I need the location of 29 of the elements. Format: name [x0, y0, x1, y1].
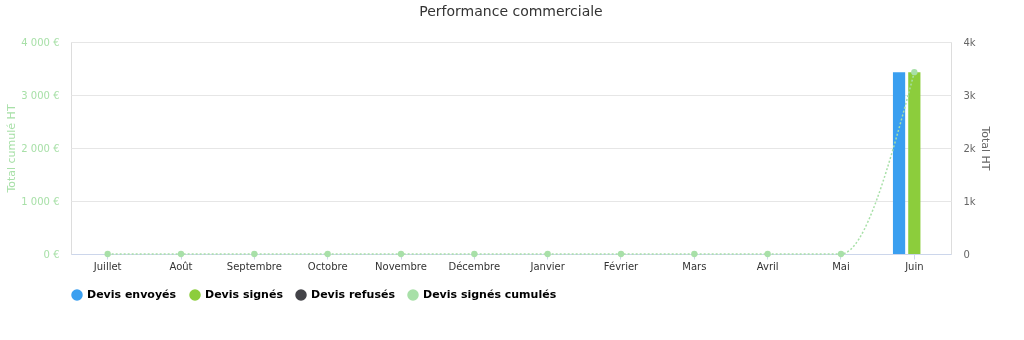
x-tick-label: Juin [904, 260, 924, 272]
x-tick-label: Novembre [375, 260, 427, 272]
x-tick-label: Janvier [529, 260, 566, 272]
y2-tick-label: 2k [963, 142, 976, 154]
y-tick-label: 0 € [43, 248, 60, 260]
legend-label: Devis refusés [311, 288, 396, 301]
x-tick-label: Juillet [92, 260, 122, 272]
y2-tick-label: 4k [963, 36, 976, 48]
x-tick-label: Septembre [226, 260, 282, 272]
x-tick-label: Mai [832, 260, 850, 272]
x-tick-label: Février [603, 260, 640, 272]
y-axis-title: Total cumulé HT [5, 104, 19, 194]
x-tick-label: Août [169, 260, 193, 272]
chart-title: Performance commerciale [419, 3, 603, 19]
x-tick-label: Décembre [448, 260, 501, 272]
y2-tick-label: 3k [963, 89, 976, 101]
legend-label: Devis signés [205, 288, 284, 301]
legend-label: Devis envoyés [87, 288, 177, 301]
x-tick-label: Avril [756, 260, 779, 272]
y-tick-label: 2 000 € [21, 142, 60, 154]
y2-tick-label: 0 [963, 248, 970, 260]
y-tick-label: 1 000 € [21, 195, 60, 207]
legend-label: Devis signés cumulés [423, 288, 557, 301]
y2-axis-title: Total HT [978, 125, 992, 171]
y2-tick-label: 1k [963, 195, 976, 207]
x-tick-label: Mars [682, 260, 707, 272]
y-tick-label: 3 000 € [21, 89, 60, 101]
y-tick-label: 4 000 € [21, 36, 60, 48]
x-tick-label: Octobre [307, 260, 348, 272]
